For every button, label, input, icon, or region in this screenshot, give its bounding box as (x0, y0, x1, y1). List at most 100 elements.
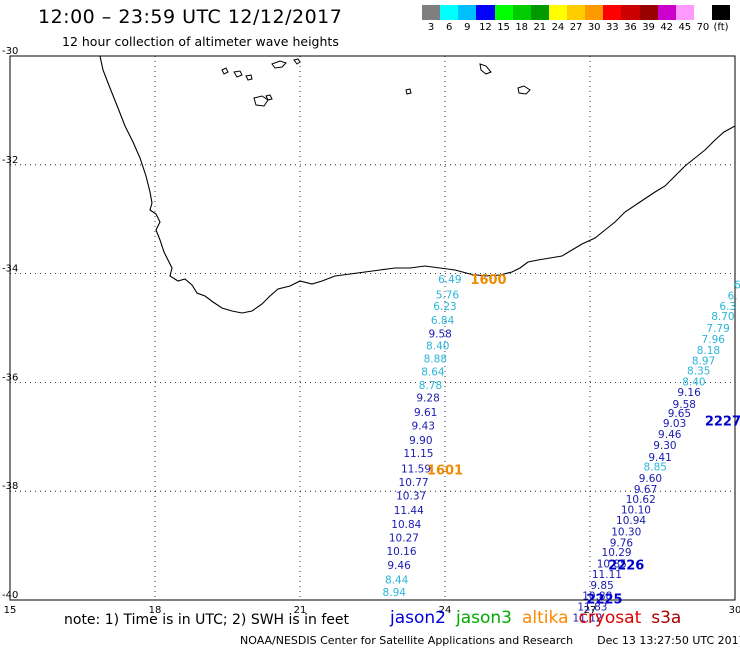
wave-height-value: 10.29 (602, 547, 632, 559)
color-swatch (494, 5, 513, 20)
legend-cryosat: cryosat (578, 608, 642, 628)
wave-height-value: 9.41 (648, 452, 671, 464)
wave-height-value: 11.44 (394, 505, 424, 517)
track-jason2-ascending: 66.6.38.707.797.968.188.978.358.409.169.… (573, 279, 740, 624)
footer-credit: NOAA/NESDIS Center for Satellite Applica… (240, 634, 574, 647)
wave-height-value: 8.85 (644, 462, 667, 474)
wave-height-value: 10.62 (626, 494, 656, 506)
islands (221, 58, 531, 107)
lon-tick-label: 27 (584, 605, 597, 616)
legend-altika: altika (522, 608, 569, 628)
color-swatch (585, 5, 604, 20)
pass-time-label: 2226 (608, 559, 644, 574)
map-subtitle: 12 hour collection of altimeter wave hei… (62, 34, 339, 49)
map-frame (9, 55, 736, 601)
wave-height-value: 9.46 (387, 560, 411, 572)
wave-height-value: 6.3 (719, 301, 736, 313)
wave-height-value: 8.18 (697, 345, 720, 357)
wave-height-value: 6.49 (438, 274, 461, 286)
color-scale-label: 18 (515, 22, 529, 33)
wave-height-value: 10.94 (616, 515, 646, 527)
wave-height-value: 10.84 (391, 519, 421, 531)
color-scale-label: 3 (427, 22, 435, 33)
wave-height-value: 10.88 (582, 591, 612, 603)
color-swatch (548, 5, 567, 20)
wave-height-value: 9.28 (416, 393, 439, 405)
island (271, 60, 287, 69)
color-scale-label: 9 (464, 22, 471, 33)
wave-height-value: 9.30 (653, 440, 676, 452)
color-scale-label: 27 (569, 22, 583, 33)
wave-height-value: 9.90 (409, 435, 432, 447)
color-scale-label: 42 (660, 22, 674, 33)
lon-tick-label: 30 (729, 605, 740, 616)
wave-height-value: 8.97 (692, 356, 715, 368)
wave-height-value: 9.43 (412, 420, 435, 432)
color-swatch (712, 5, 731, 20)
wave-height-value: 8.70 (711, 311, 734, 323)
wave-height-value: 9.58 (673, 399, 696, 411)
wave-height-value: 9.58 (428, 328, 451, 340)
note-text: note: 1) Time is in UTC; 2) SWH is in fe… (64, 612, 350, 628)
color-swatch (476, 5, 495, 20)
color-scale-label: (ft) (713, 22, 729, 33)
lat-tick-label: -34 (2, 264, 18, 275)
wave-height-value: 6 (734, 279, 740, 291)
coastline (99, 55, 736, 314)
lon-tick-label: 18 (149, 605, 162, 616)
lon-tick-label: 21 (294, 605, 307, 616)
wave-height-value: 7.96 (702, 334, 726, 346)
island (233, 70, 243, 78)
color-scale-label: 21 (533, 22, 547, 33)
island (405, 88, 412, 95)
wave-height-value: 10.85 (597, 559, 627, 571)
wave-height-value: 9.85 (590, 580, 613, 592)
wave-height-value: 10.16 (386, 546, 416, 558)
graticule: 15 18 21 24 27 30 -30 -32 -34 -36 -38 -40 (2, 46, 740, 616)
color-scale-label: 24 (551, 22, 565, 33)
island (479, 63, 492, 75)
color-scale-labels: 3 6 9 12 15 18 21 24 27 30 33 36 39 42 45 70 (ft) (422, 22, 730, 33)
legend-s3a: s3a (651, 608, 682, 628)
wave-height-value: 8.78 (419, 380, 442, 392)
color-scale-label: 6 (446, 22, 453, 33)
wave-height-value: 9.03 (663, 418, 686, 430)
color-scale-bar (422, 5, 731, 20)
color-swatch (567, 5, 586, 20)
wave-height-value: 10.77 (399, 477, 429, 489)
wave-height-value: 6. (728, 290, 738, 302)
wave-height-value: 9.65 (668, 408, 691, 420)
island (253, 95, 269, 107)
wave-height-value: 5.76 (436, 289, 460, 301)
color-scale-label: 45 (678, 22, 692, 33)
island (245, 74, 253, 81)
color-swatch (422, 5, 441, 20)
island (265, 94, 273, 101)
wave-height-value: 8.44 (385, 574, 409, 586)
color-swatch (512, 5, 531, 20)
track-jason2-descending: 6.49 5.766.23 6.849.588.408.88 8.648.789.28… (383, 273, 507, 599)
wave-height-value: 7.79 (706, 323, 729, 335)
wave-height-value: 8.40 (426, 340, 449, 352)
satellite-legend: jason2 jason3 altika cryosat s3a (390, 608, 691, 628)
wave-height-value: 11.12 (573, 612, 603, 624)
lat-tick-label: -30 (2, 46, 18, 57)
wave-height-value: 10.30 (611, 526, 641, 538)
wave-height-value: 8.35 (687, 365, 710, 377)
wave-height-value: 11.59 (401, 463, 431, 475)
wave-height-value: 10.27 (389, 532, 419, 544)
wave-height-value: 8.94 (383, 587, 407, 599)
color-scale-label: 39 (642, 22, 655, 33)
island (221, 67, 229, 75)
pass-time-label: 2227 (705, 414, 740, 429)
color-swatch (639, 5, 658, 20)
wave-height-color-scale: 3 6 9 12 15 18 21 24 27 30 33 36 39 42 45 70 (ft) (422, 5, 731, 35)
wave-height-value: 11.15 (403, 448, 433, 460)
wave-height-value: 11.83 (577, 602, 607, 614)
wave-height-value: 8.88 (424, 353, 447, 365)
footer: NOAA/NESDIS Center for Satellite Applica… (240, 634, 740, 647)
lat-tick-label: -40 (2, 590, 18, 601)
color-scale-label: 12 (479, 22, 492, 33)
legend-jason3: jason3 (456, 608, 512, 628)
